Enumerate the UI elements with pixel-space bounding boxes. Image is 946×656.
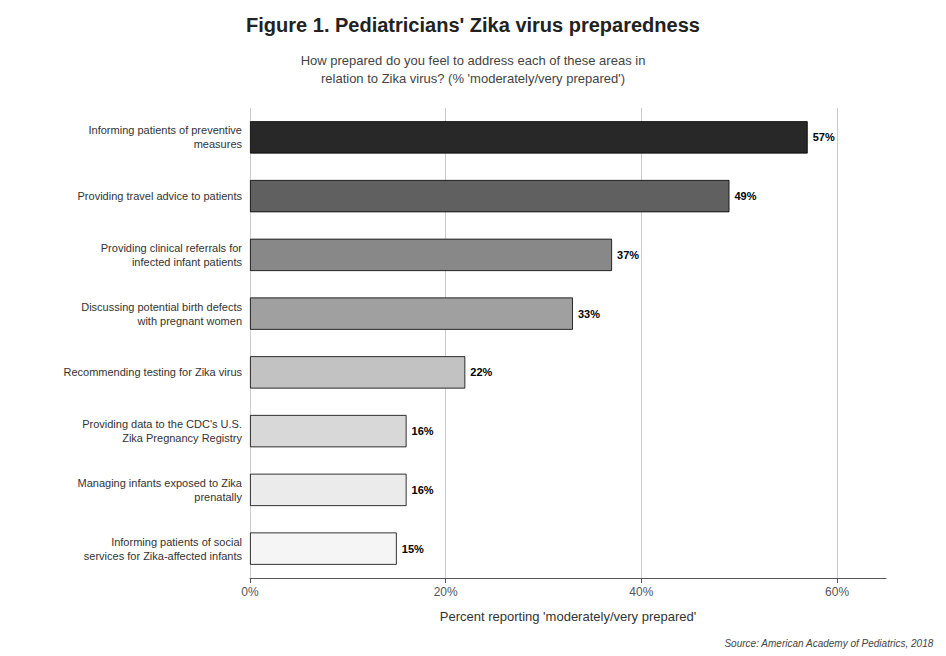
svg-text:Managing infants exposed to Zi: Managing infants exposed to Zika <box>78 477 243 489</box>
svg-text:57%: 57% <box>813 131 835 143</box>
svg-text:16%: 16% <box>412 484 434 496</box>
svg-text:Providing data to the CDC's U.: Providing data to the CDC's U.S. <box>82 418 242 430</box>
svg-text:40%: 40% <box>629 585 653 599</box>
svg-text:Providing travel advice to pat: Providing travel advice to patients <box>78 190 243 202</box>
svg-text:33%: 33% <box>578 308 600 320</box>
svg-text:with pregnant women: with pregnant women <box>136 315 242 327</box>
svg-text:measures: measures <box>194 138 243 150</box>
svg-text:15%: 15% <box>402 543 424 555</box>
svg-text:20%: 20% <box>434 585 458 599</box>
svg-text:Figure 1. Pediatricians' Zika: Figure 1. Pediatricians' Zika virus prep… <box>246 14 700 36</box>
svg-text:Informing patients of preventi: Informing patients of preventive <box>89 124 242 136</box>
svg-text:Percent reporting 'moderately/: Percent reporting 'moderately/very prepa… <box>440 609 696 624</box>
svg-text:22%: 22% <box>470 366 492 378</box>
svg-text:prenatally: prenatally <box>194 491 242 503</box>
svg-text:Source: American Academy of Pe: Source: American Academy of Pediatrics, … <box>724 638 933 649</box>
svg-text:49%: 49% <box>734 190 756 202</box>
svg-text:How prepared do you feel to ad: How prepared do you feel to address each… <box>301 53 646 68</box>
svg-text:16%: 16% <box>412 425 434 437</box>
svg-text:relation to Zika virus? (% 'mo: relation to Zika virus? (% 'moderately/v… <box>321 71 625 86</box>
svg-text:Zika Pregnancy Registry: Zika Pregnancy Registry <box>122 432 242 444</box>
svg-text:60%: 60% <box>825 585 849 599</box>
svg-text:0%: 0% <box>241 585 259 599</box>
svg-text:Discussing potential birth def: Discussing potential birth defects <box>81 301 242 313</box>
svg-text:services for Zika-affected inf: services for Zika-affected infants <box>84 550 243 562</box>
svg-text:Providing clinical referrals f: Providing clinical referrals for <box>101 242 243 254</box>
svg-text:Informing patients of social: Informing patients of social <box>111 536 242 548</box>
svg-text:37%: 37% <box>617 249 639 261</box>
svg-text:infected infant patients: infected infant patients <box>132 256 243 268</box>
svg-text:Recommending testing for Zika: Recommending testing for Zika virus <box>63 366 242 378</box>
